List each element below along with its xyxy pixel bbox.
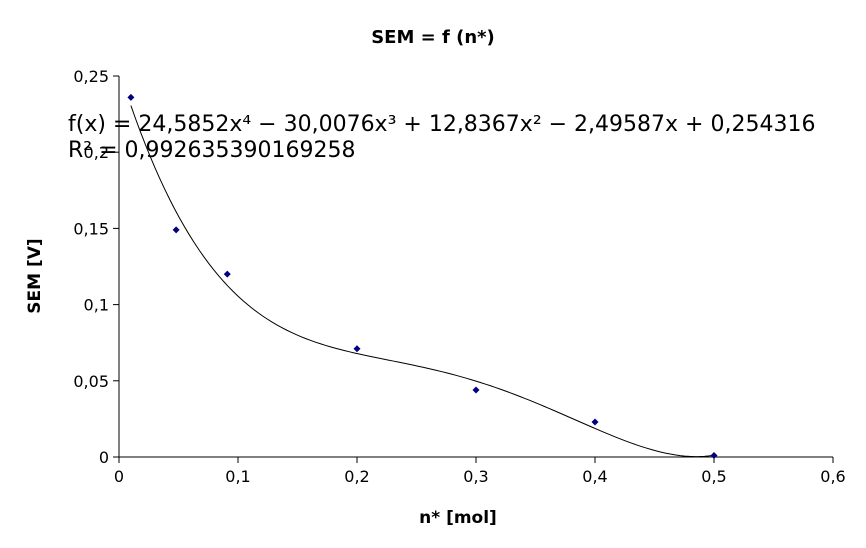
- x-axis-label: n* [mol]: [419, 508, 497, 528]
- trendline: [130, 105, 715, 458]
- data-point: [127, 93, 135, 101]
- trendline-equation: f(x) = 24,5852x⁴ − 30,0076x³ + 12,8367x²…: [68, 112, 815, 137]
- y-tick-label: 0,25: [73, 67, 109, 86]
- x-tick-label: 0,5: [701, 467, 726, 486]
- x-tick-label: 0: [114, 467, 124, 486]
- y-tick-label: 0,05: [73, 372, 109, 391]
- data-point: [353, 345, 361, 353]
- y-tick-label: 0,2: [84, 143, 109, 162]
- data-point: [591, 418, 599, 426]
- data-point: [472, 386, 480, 394]
- y-tick-label: 0: [99, 448, 109, 467]
- chart-title: SEM = f (n*): [371, 27, 495, 48]
- y-tick-label: 0,1: [84, 296, 109, 315]
- data-points: [127, 93, 718, 459]
- data-point: [223, 270, 231, 278]
- x-tick-label: 0,2: [344, 467, 369, 486]
- y-axis-label: SEM [V]: [25, 238, 45, 313]
- x-tick-label: 0,4: [582, 467, 607, 486]
- trendline-r-squared: R² = 0,992635390169258: [68, 138, 355, 163]
- ticks: 0 0,1 0,2 0,3 0,4 0,5 0,6 0 0,05 0,1 0,15 0,2 0,25: [73, 67, 845, 486]
- data-point: [172, 226, 180, 234]
- y-tick-label: 0,15: [73, 219, 109, 238]
- x-tick-label: 0,6: [820, 467, 845, 486]
- x-tick-label: 0,1: [225, 467, 250, 486]
- data-point: [710, 451, 718, 459]
- x-tick-label: 0,3: [463, 467, 488, 486]
